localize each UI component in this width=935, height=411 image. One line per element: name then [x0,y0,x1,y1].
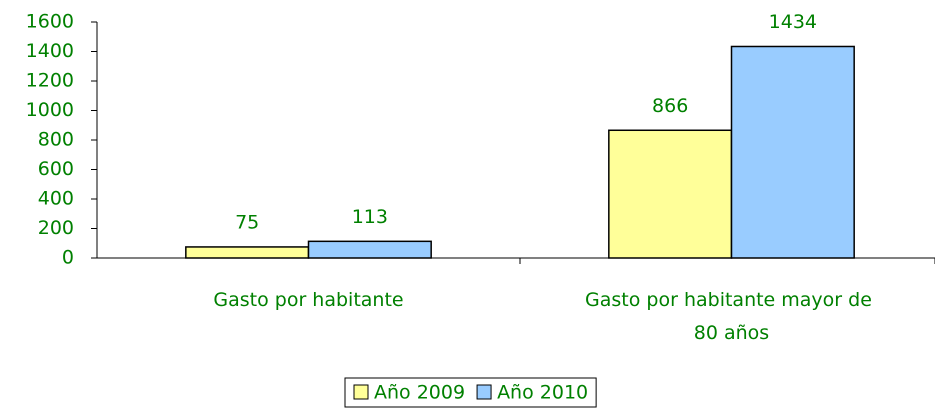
legend-label: Año 2010 [497,382,588,404]
y-tick-label: 0 [62,247,74,269]
value-label: 113 [352,206,388,228]
y-tick-label: 1400 [26,40,74,62]
legend-label: Año 2009 [374,382,465,404]
x-tick-label: Gasto por habitante [213,289,403,311]
label-line: Gasto por habitante [213,289,403,311]
label-line: 80 años [694,322,769,344]
value-label: 866 [652,95,688,117]
legend-swatch [353,384,369,400]
bar [608,129,733,259]
bar [730,45,855,259]
value-label: 1434 [769,11,817,33]
y-tick-label: 1600 [26,11,74,33]
y-tick-label: 200 [38,217,74,239]
y-tick-label: 800 [38,129,74,151]
y-tick-label: 400 [38,188,74,210]
bar [307,240,432,259]
x-tick-label: Gasto por habitante mayor de 80 años [585,289,878,344]
y-tick-label: 1200 [26,70,74,92]
y-tick-label: 600 [38,158,74,180]
bar [185,246,310,259]
legend [344,377,597,408]
label-line: Gasto por habitante mayor de [585,289,878,311]
legend-swatch [476,384,492,400]
value-label: 75 [235,211,259,233]
y-tick-label: 1000 [26,99,74,121]
